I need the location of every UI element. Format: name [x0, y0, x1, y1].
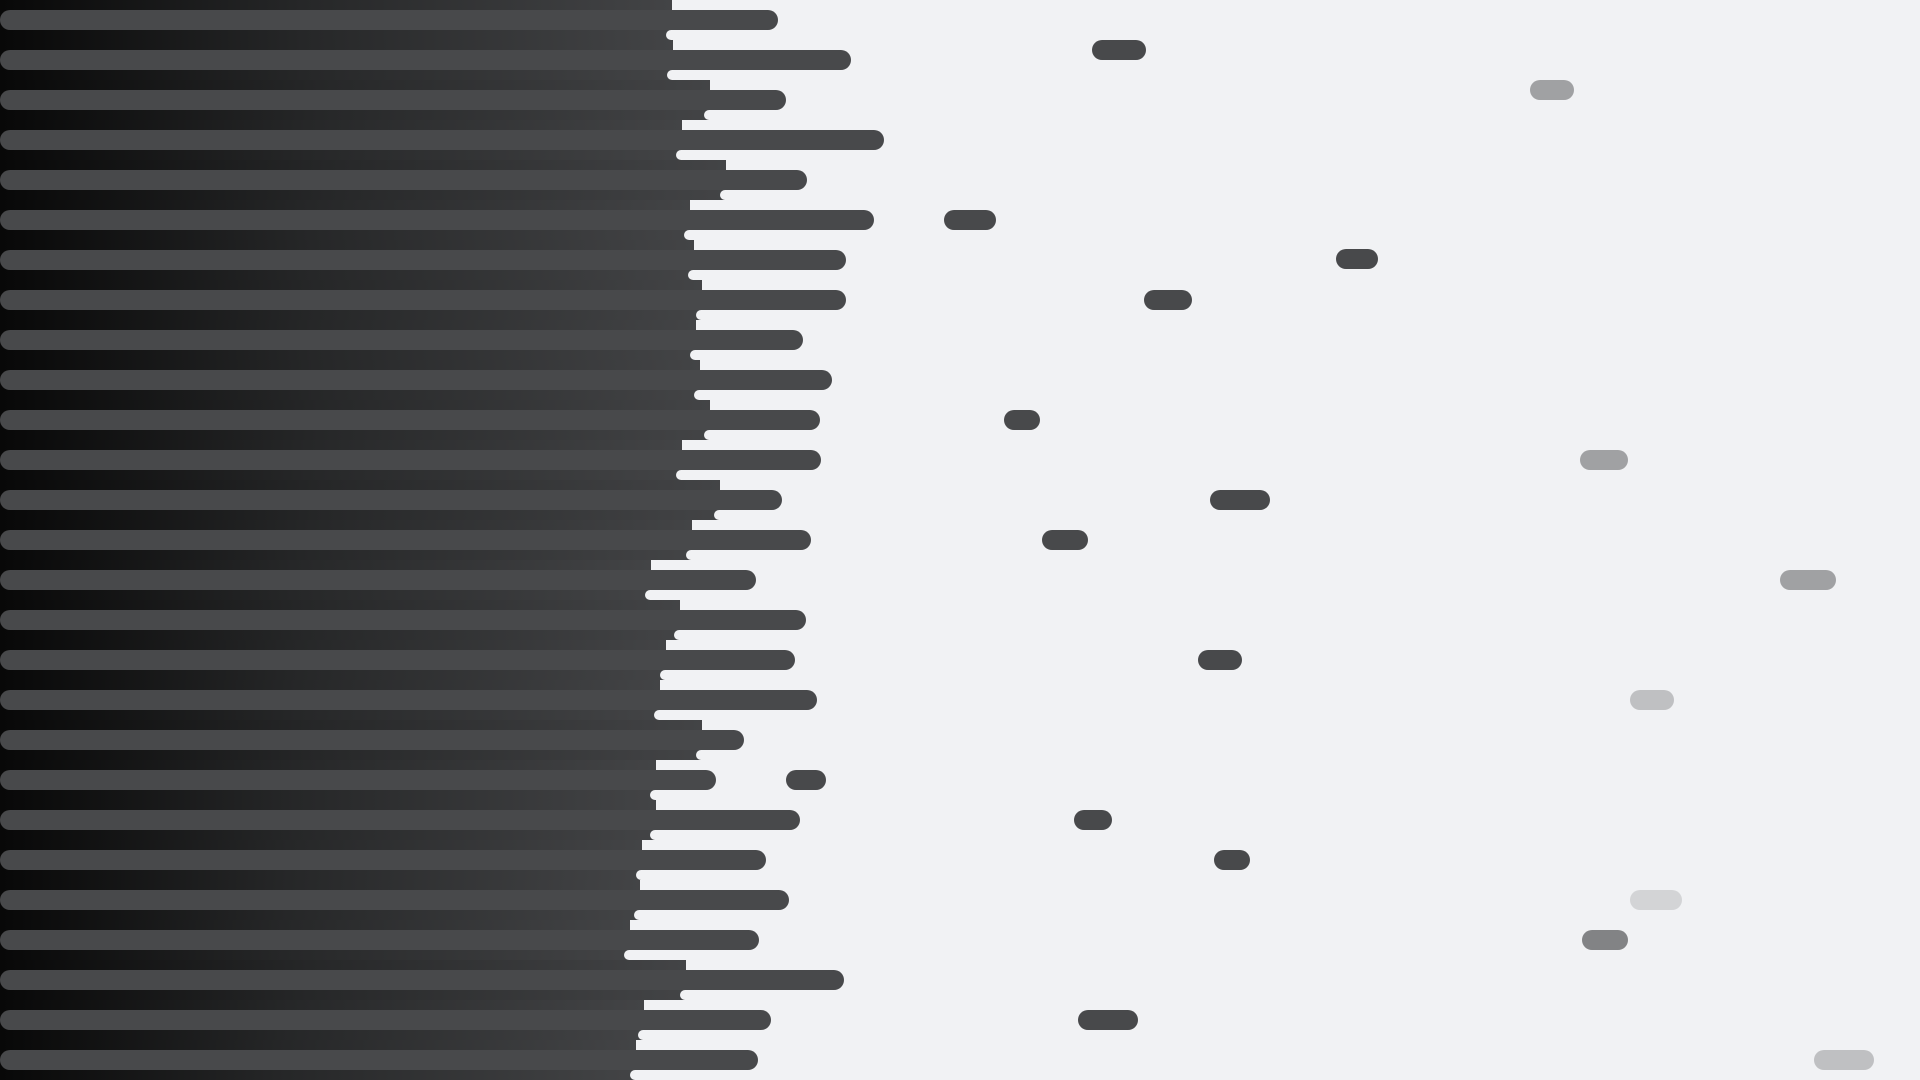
- comb-tooth: [0, 170, 807, 190]
- dark-comb-region: [0, 0, 960, 1080]
- comb-gap: [667, 70, 907, 80]
- comb-gap: [636, 870, 876, 880]
- comb-tooth: [0, 1010, 771, 1030]
- comb-gap: [674, 630, 914, 640]
- comb-tooth: [0, 410, 820, 430]
- comb-tooth: [0, 570, 756, 590]
- floating-pill: [1144, 290, 1192, 310]
- comb-gap: [650, 830, 890, 840]
- floating-pill: [1198, 650, 1242, 670]
- comb-gap: [704, 430, 944, 440]
- comb-tooth: [0, 370, 832, 390]
- comb-gap: [645, 590, 885, 600]
- floating-pill: [1780, 570, 1836, 590]
- comb-gap: [634, 910, 874, 920]
- comb-gap: [680, 990, 920, 1000]
- floating-pill: [1004, 410, 1040, 430]
- comb-gap: [720, 190, 960, 200]
- floating-pill: [1630, 690, 1674, 710]
- floating-pill: [1042, 530, 1088, 550]
- comb-gap: [694, 390, 934, 400]
- floating-pill: [1092, 40, 1146, 60]
- floating-pill: [786, 770, 826, 790]
- comb-tooth: [0, 970, 844, 990]
- comb-gap: [638, 1030, 878, 1040]
- comb-gap: [696, 750, 936, 760]
- comb-gap: [676, 470, 916, 480]
- comb-gap: [654, 710, 894, 720]
- comb-tooth: [0, 890, 789, 910]
- comb-tooth: [0, 1050, 758, 1070]
- comb-tooth: [0, 330, 803, 350]
- comb-gap: [660, 670, 900, 680]
- floating-pill: [1630, 890, 1682, 910]
- comb-tooth: [0, 210, 874, 230]
- comb-tooth: [0, 10, 778, 30]
- comb-gap: [624, 950, 864, 960]
- floating-pill: [1078, 1010, 1138, 1030]
- comb-tooth: [0, 610, 806, 630]
- comb-tooth: [0, 810, 800, 830]
- floating-pill: [1814, 1050, 1874, 1070]
- floating-pill: [1580, 450, 1628, 470]
- comb-gap: [686, 550, 926, 560]
- comb-tooth: [0, 930, 759, 950]
- comb-gap: [630, 1070, 870, 1080]
- comb-tooth: [0, 650, 795, 670]
- comb-tooth: [0, 690, 817, 710]
- floating-pill: [1582, 930, 1628, 950]
- comb-tooth: [0, 450, 821, 470]
- floating-pill: [1074, 810, 1112, 830]
- floating-pill: [1214, 850, 1250, 870]
- comb-gap: [650, 790, 890, 800]
- comb-gap: [690, 350, 930, 360]
- comb-gap: [714, 510, 954, 520]
- comb-tooth: [0, 730, 744, 750]
- comb-tooth: [0, 530, 811, 550]
- comb-tooth: [0, 90, 786, 110]
- comb-tooth: [0, 850, 766, 870]
- comb-gap: [666, 30, 906, 40]
- comb-gap: [676, 150, 916, 160]
- comb-gap: [688, 270, 928, 280]
- floating-pill: [1530, 80, 1574, 100]
- comb-gap: [696, 310, 936, 320]
- comb-gap: [704, 110, 944, 120]
- floating-pill: [944, 210, 996, 230]
- comb-tooth: [0, 290, 846, 310]
- floating-pill: [1336, 249, 1378, 269]
- floating-pill: [1210, 490, 1270, 510]
- comb-gap: [684, 230, 924, 240]
- comb-tooth: [0, 50, 851, 70]
- comb-tooth: [0, 250, 846, 270]
- floating-pills: [786, 40, 1874, 1070]
- comb-tooth: [0, 130, 884, 150]
- comb-tooth: [0, 490, 782, 510]
- comb-tooth: [0, 770, 716, 790]
